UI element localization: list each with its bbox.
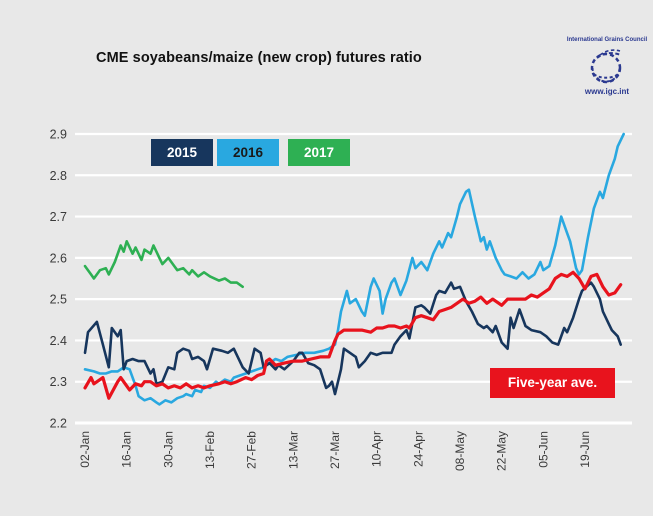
igc-logo-org-text: International Grains Council xyxy=(566,37,648,43)
svg-text:05-Jun: 05-Jun xyxy=(536,431,550,468)
chart-legend: 2015 2016 2017 xyxy=(151,139,350,166)
globe-icon xyxy=(590,49,622,84)
legend-item-2017: 2017 xyxy=(288,139,350,166)
svg-text:08-May: 08-May xyxy=(453,431,467,471)
svg-text:2.4: 2.4 xyxy=(50,334,67,348)
legend-item-2016: 2016 xyxy=(217,139,279,166)
svg-text:2.9: 2.9 xyxy=(50,128,67,142)
y-axis-tick-labels: 2.2 2.3 2.4 2.5 2.6 2.7 2.8 2.9 xyxy=(50,128,67,431)
chart-title: CME soyabeans/maize (new crop) futures r… xyxy=(96,50,422,66)
series-lines xyxy=(83,132,626,406)
svg-text:27-Mar: 27-Mar xyxy=(328,431,342,469)
legend-item-2015: 2015 xyxy=(151,139,213,166)
x-axis-tick-labels: 02-Jan 16-Jan 30-Jan 13-Feb 27-Feb 13-Mar 27-M… xyxy=(78,431,592,471)
svg-text:2.3: 2.3 xyxy=(50,375,67,389)
svg-text:2.5: 2.5 xyxy=(50,293,67,307)
svg-text:30-Jan: 30-Jan xyxy=(161,431,175,468)
svg-text:2.7: 2.7 xyxy=(50,210,67,224)
svg-text:10-Apr: 10-Apr xyxy=(370,431,384,467)
svg-text:13-Mar: 13-Mar xyxy=(286,431,300,469)
svg-text:22-May: 22-May xyxy=(495,431,509,471)
svg-text:19-Jun: 19-Jun xyxy=(578,431,592,468)
svg-text:02-Jan: 02-Jan xyxy=(78,431,92,468)
svg-text:2.2: 2.2 xyxy=(50,417,67,431)
svg-text:16-Jan: 16-Jan xyxy=(120,431,134,468)
svg-text:2.8: 2.8 xyxy=(50,169,67,183)
igc-logo-url-text: www.igc.int xyxy=(584,87,630,96)
igc-logo: International Grains Council www.igc.int xyxy=(566,37,648,96)
svg-text:2.6: 2.6 xyxy=(50,251,67,265)
svg-text:24-Apr: 24-Apr xyxy=(411,431,425,467)
svg-text:27-Feb: 27-Feb xyxy=(245,431,259,469)
svg-text:13-Feb: 13-Feb xyxy=(203,431,217,469)
five-year-average-badge: Five-year ave. xyxy=(490,368,615,398)
